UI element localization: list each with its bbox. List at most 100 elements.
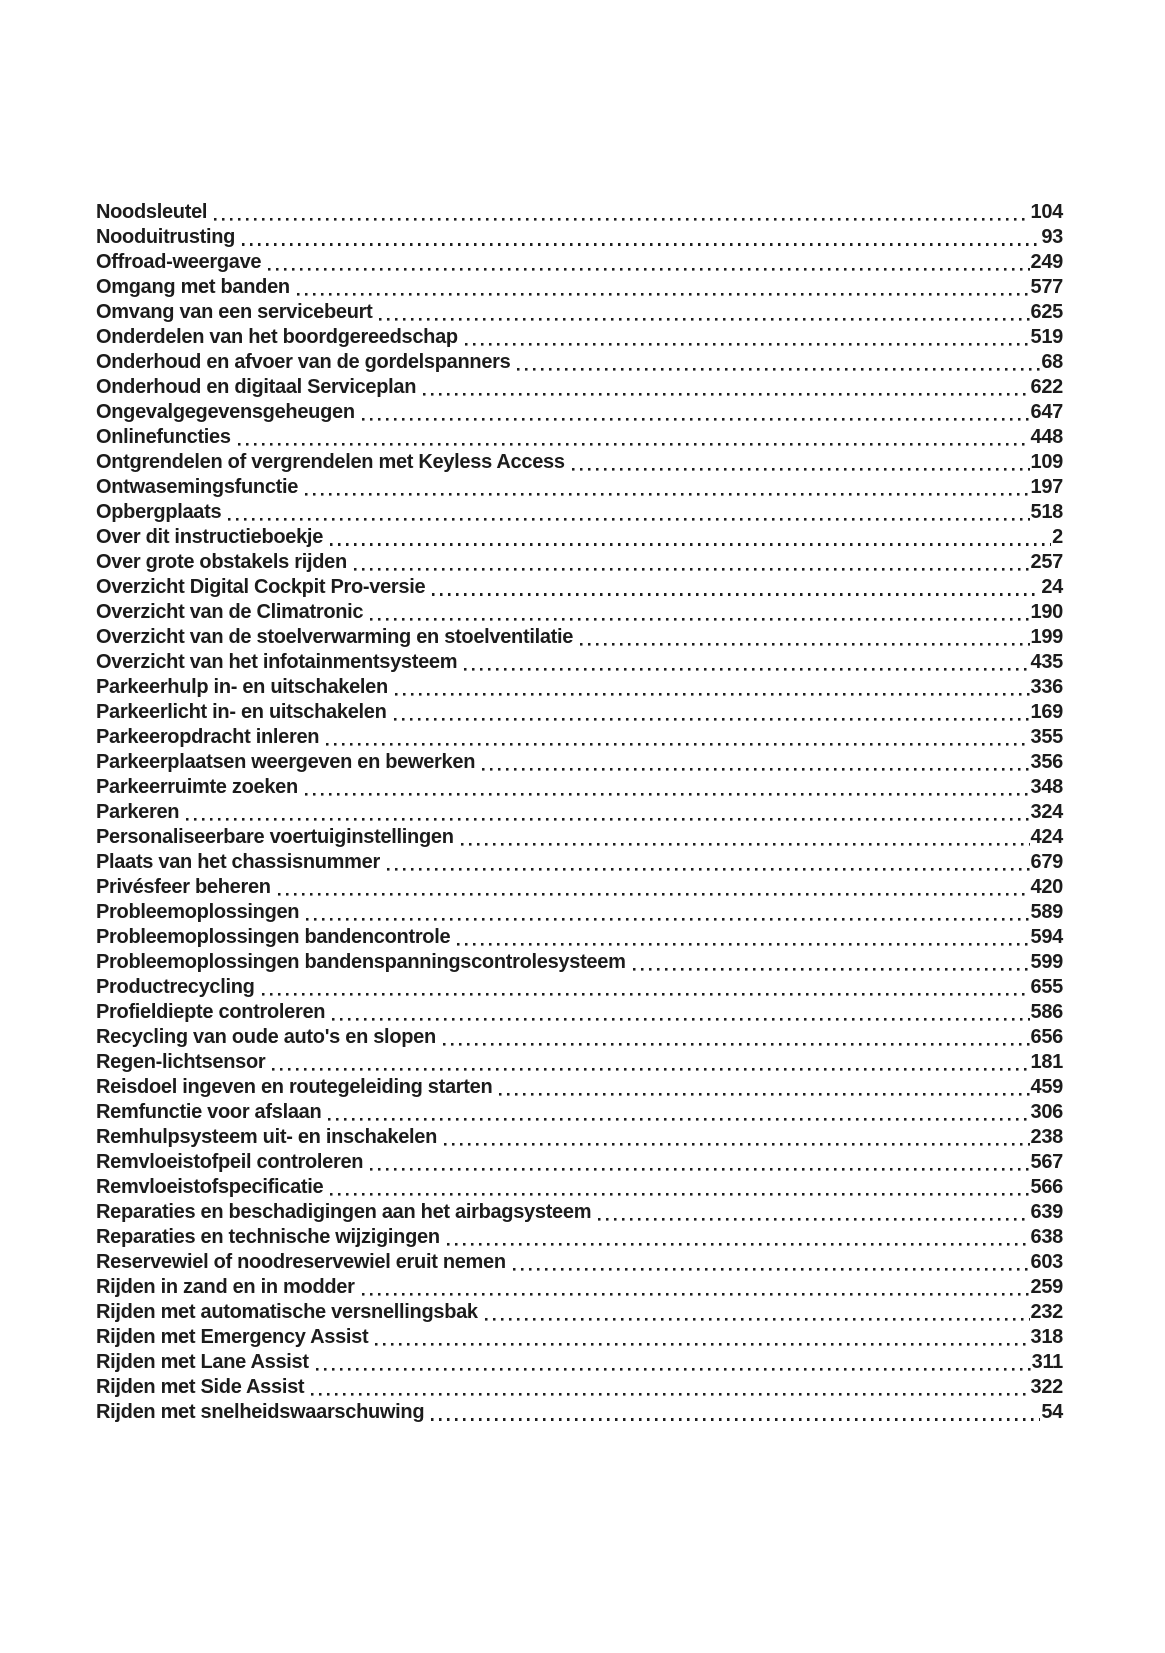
dot-leader	[580, 643, 1030, 646]
toc-entry: Nooduitrusting 93	[96, 225, 1063, 250]
toc-entry-label: Privésfeer beheren	[96, 876, 271, 898]
toc-entry: Parkeerhulp in- en uitschakelen 336	[96, 675, 1063, 700]
dot-leader	[370, 1168, 1030, 1171]
toc-entry-page-number: 318	[1030, 1326, 1064, 1348]
toc-entry: Rijden met Lane Assist 311	[96, 1350, 1063, 1375]
toc-entry: Personaliseerbare voertuiginstellingen 4…	[96, 825, 1063, 850]
toc-entry-page-number: 622	[1030, 376, 1064, 398]
dot-leader	[353, 568, 1030, 571]
toc-entry-label: Ongevalgegevensgeheugen	[96, 401, 355, 423]
toc-entry-label: Onlinefuncties	[96, 426, 231, 448]
toc-entry-page-number: 603	[1030, 1251, 1064, 1273]
toc-entry-label: Nooduitrusting	[96, 226, 236, 248]
dot-leader	[444, 1143, 1030, 1146]
dot-leader	[499, 1093, 1030, 1096]
toc-entry-page-number: 679	[1030, 851, 1064, 873]
toc-entry-label: Over grote obstakels rijden	[96, 551, 347, 573]
toc-entry-page-number: 348	[1030, 776, 1064, 798]
dot-leader	[228, 518, 1030, 521]
toc-entry-page-number: 322	[1030, 1376, 1064, 1398]
toc-entry: Productrecycling 655	[96, 975, 1063, 1000]
toc-entry: Offroad-weergave 249	[96, 250, 1063, 275]
toc-entry-label: Over dit instructieboekje	[96, 526, 324, 548]
toc-entry-label: Parkeerplaatsen weergeven en bewerken	[96, 751, 476, 773]
dot-leader	[393, 718, 1030, 721]
toc-entry: Over dit instructieboekje 2	[96, 525, 1063, 550]
toc-entry: Reservewiel of noodreservewiel eruit nem…	[96, 1250, 1063, 1275]
dot-leader	[361, 418, 1030, 421]
dot-leader	[277, 893, 1030, 896]
toc-entry: Ontgrendelen of vergrendelen met Keyless…	[96, 450, 1063, 475]
toc-entry-label: Reparaties en technische wijzigingen	[96, 1226, 440, 1248]
toc-entry: Onderdelen van het boordgereedschap 519	[96, 325, 1063, 350]
toc-entry-page-number: 104	[1030, 201, 1064, 223]
toc-entry: Parkeerruimte zoeken 348	[96, 775, 1063, 800]
toc-entry: Overzicht van het infotainmentsysteem 43…	[96, 650, 1063, 675]
dot-leader	[460, 843, 1030, 846]
dot-leader	[464, 343, 1030, 346]
toc-entry-label: Parkeeropdracht inleren	[96, 726, 320, 748]
toc-entry-page-number: 638	[1030, 1226, 1064, 1248]
toc-entry-label: Overzicht van het infotainmentsysteem	[96, 651, 458, 673]
toc-entry-label: Noodsleutel	[96, 201, 208, 223]
toc-entry-page-number: 181	[1030, 1051, 1064, 1073]
toc-entry: Opbergplaats 518	[96, 500, 1063, 525]
dot-leader	[632, 968, 1030, 971]
toc-list: Noodsleutel 104 Nooduitrusting 93 Offroa…	[96, 200, 1063, 1425]
dot-leader	[305, 493, 1030, 496]
toc-entry: Rijden met automatische versnellingsbak …	[96, 1300, 1063, 1325]
toc-entry: Omgang met banden 577	[96, 275, 1063, 300]
toc-entry-label: Probleemoplossingen bandencontrole	[96, 926, 451, 948]
toc-entry-page-number: 435	[1030, 651, 1064, 673]
toc-entry-label: Omgang met banden	[96, 276, 290, 298]
toc-entry-label: Remvloeistofpeil controleren	[96, 1151, 364, 1173]
toc-entry-label: Rijden met snelheidswaarschuwing	[96, 1401, 425, 1423]
dot-leader	[571, 468, 1030, 471]
toc-entry-label: Remvloeistofspecificatie	[96, 1176, 324, 1198]
toc-entry-page-number: 589	[1030, 901, 1064, 923]
dot-leader	[423, 393, 1030, 396]
dot-leader	[272, 1068, 1030, 1071]
toc-entry-label: Offroad-weergave	[96, 251, 262, 273]
toc-entry-page-number: 199	[1030, 626, 1064, 648]
toc-entry: Remvloeistofspecificatie 566	[96, 1175, 1063, 1200]
toc-entry-page-number: 238	[1030, 1126, 1064, 1148]
dot-leader	[330, 1193, 1030, 1196]
toc-entry-page-number: 190	[1030, 601, 1064, 623]
toc-entry: Ongevalgegevensgeheugen 647	[96, 400, 1063, 425]
toc-entry: Parkeerplaatsen weergeven en bewerken 35…	[96, 750, 1063, 775]
toc-entry-label: Personaliseerbare voertuiginstellingen	[96, 826, 454, 848]
toc-entry-label: Reparaties en beschadigingen aan het air…	[96, 1201, 592, 1223]
toc-entry-page-number: 424	[1030, 826, 1064, 848]
toc-entry-label: Plaats van het chassisnummer	[96, 851, 380, 873]
toc-entry-label: Overzicht Digital Cockpit Pro-versie	[96, 576, 426, 598]
toc-entry-page-number: 249	[1030, 251, 1064, 273]
toc-entry: Remhulpsysteem uit- en inschakelen 238	[96, 1125, 1063, 1150]
dot-leader	[311, 1393, 1030, 1396]
dot-leader	[268, 268, 1030, 271]
toc-entry-page-number: 257	[1030, 551, 1064, 573]
toc-entry: Probleemoplossingen bandencontrole 594	[96, 925, 1063, 950]
dot-leader	[332, 1018, 1030, 1021]
dot-leader	[186, 818, 1030, 821]
toc-entry: Onderhoud en digitaal Serviceplan 622	[96, 375, 1063, 400]
toc-entry-page-number: 639	[1030, 1201, 1064, 1223]
dot-leader	[214, 218, 1030, 221]
dot-leader	[484, 1318, 1030, 1321]
toc-entry: Parkeeropdracht inleren 355	[96, 725, 1063, 750]
dot-leader	[361, 1293, 1030, 1296]
toc-entry: Overzicht Digital Cockpit Pro-versie 24	[96, 575, 1063, 600]
toc-entry: Reparaties en technische wijzigingen 638	[96, 1225, 1063, 1250]
toc-entry: Remvloeistofpeil controleren 567	[96, 1150, 1063, 1175]
toc-entry-page-number: 259	[1030, 1276, 1064, 1298]
toc-entry-label: Reisdoel ingeven en routegeleiding start…	[96, 1076, 493, 1098]
toc-entry-page-number: 577	[1030, 276, 1064, 298]
toc-entry: Recycling van oude auto's en slopen 656	[96, 1025, 1063, 1050]
toc-entry-page-number: 109	[1030, 451, 1064, 473]
toc-entry: Reparaties en beschadigingen aan het air…	[96, 1200, 1063, 1225]
toc-entry-page-number: 306	[1030, 1101, 1064, 1123]
toc-entry: Rijden met Side Assist 322	[96, 1375, 1063, 1400]
toc-entry-page-number: 356	[1030, 751, 1064, 773]
toc-entry-page-number: 311	[1031, 1351, 1064, 1373]
